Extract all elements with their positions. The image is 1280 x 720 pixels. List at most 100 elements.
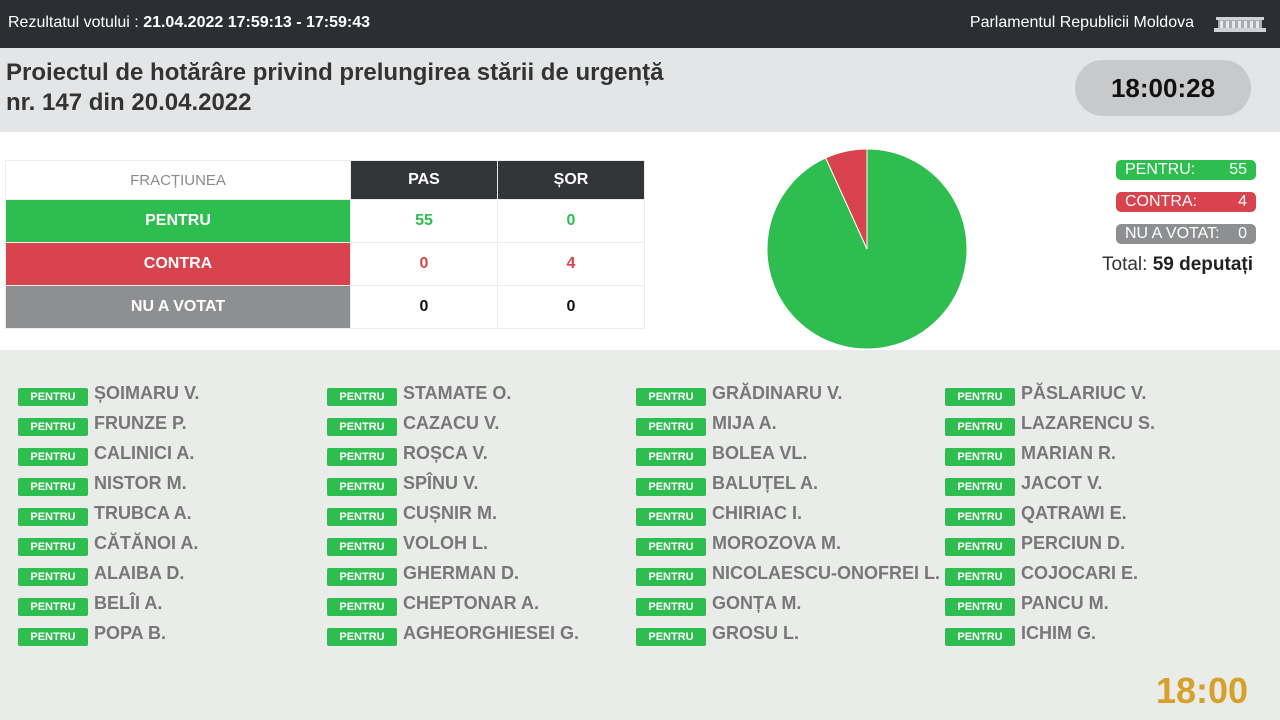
deputy-name: AGHEORGHIESEI G.	[403, 623, 580, 643]
vote-badge-pentru: PENTRU	[327, 538, 397, 556]
deputy-name: MARIAN R.	[1021, 443, 1116, 463]
pentru-sor-value: 0	[497, 199, 645, 243]
title-line-1: Proiectul de hotărâre privind prelungire…	[6, 59, 664, 86]
vote-result-header: Rezultatul votului : 21.04.2022 17:59:13…	[8, 14, 371, 31]
vote-badge-pentru: PENTRU	[18, 418, 88, 436]
table-row-pentru: PENTRU 55 0	[5, 199, 645, 243]
vote-badge-pentru: PENTRU	[327, 418, 397, 436]
deputy-name: CUȘNIR M.	[403, 503, 497, 523]
vote-badge-pentru: PENTRU	[945, 538, 1015, 556]
vote-badge-pentru: PENTRU	[636, 388, 706, 406]
deputy-name: NICOLAESCU-ONOFREI L.	[712, 563, 940, 583]
title-bar: Proiectul de hotărâre privind prelungire…	[0, 48, 1280, 132]
deputy-name: ROȘCA V.	[403, 443, 488, 463]
vote-badge-pentru: PENTRU	[636, 598, 706, 616]
vote-badge-pentru: PENTRU	[327, 568, 397, 586]
results-panel: FRACȚIUNEA PAS ȘOR PENTRU 55 0 CONTRA 0 …	[0, 132, 1280, 350]
deputy-name: PANCU M.	[1021, 593, 1109, 613]
vote-badge-pentru: PENTRU	[18, 568, 88, 586]
deputy-name: TRUBCA A.	[94, 503, 192, 523]
vote-badge-pentru: PENTRU	[327, 448, 397, 466]
vote-badge-pentru: PENTRU	[945, 478, 1015, 496]
vote-table: FRACȚIUNEA PAS ȘOR PENTRU 55 0 CONTRA 0 …	[5, 160, 645, 329]
vote-badge-pentru: PENTRU	[636, 418, 706, 436]
deputy-name: GHERMAN D.	[403, 563, 519, 583]
vote-badge-pentru: PENTRU	[945, 448, 1015, 466]
legend-nu-a-votat: NU A VOTAT: 0	[1116, 224, 1256, 244]
deputy-name: SPÎNU V.	[403, 473, 479, 493]
vote-time: 21.04.2022 17:59:13 - 17:59:43	[143, 14, 371, 31]
vote-badge-pentru: PENTRU	[18, 508, 88, 526]
vote-badge-pentru: PENTRU	[18, 388, 88, 406]
deputy-name: QATRAWI E.	[1021, 503, 1127, 523]
vote-pie-chart	[766, 148, 968, 350]
vote-badge-pentru: PENTRU	[636, 478, 706, 496]
legend-nav-value: 0	[1238, 225, 1247, 242]
fraction-header: FRACȚIUNEA	[5, 160, 351, 200]
sor-header: ȘOR	[497, 160, 645, 200]
deputy-name: CALINICI A.	[94, 443, 195, 463]
deputy-name: MOROZOVA M.	[712, 533, 841, 553]
top-bar: Rezultatul votului : 21.04.2022 17:59:13…	[0, 0, 1280, 48]
project-title: Proiectul de hotărâre privind prelungire…	[6, 58, 766, 118]
deputy-name: PĂSLARIUC V.	[1021, 383, 1147, 403]
vote-badge-pentru: PENTRU	[945, 418, 1015, 436]
vote-badge-pentru: PENTRU	[18, 448, 88, 466]
deputy-name: STAMATE O.	[403, 383, 512, 403]
vote-badge-pentru: PENTRU	[945, 598, 1015, 616]
deputy-name: GROSU L.	[712, 623, 800, 643]
pas-header: PAS	[350, 160, 498, 200]
legend-pentru-label: PENTRU:	[1125, 161, 1196, 178]
deputy-name: GONȚA M.	[712, 593, 802, 613]
vote-badge-pentru: PENTRU	[636, 568, 706, 586]
deputy-name: BOLEA VL.	[712, 443, 808, 463]
legend-contra-value: 4	[1238, 193, 1247, 210]
contra-sor-value: 4	[497, 242, 645, 286]
deputy-vote-list: PENTRU ȘOIMARU V. PENTRU FRUNZE P. PENTRU CAL…	[0, 350, 1280, 666]
deputy-name: CHEPTONAR A.	[403, 593, 540, 613]
vote-badge-pentru: PENTRU	[327, 508, 397, 526]
deputy-name: NISTOR M.	[94, 473, 187, 493]
clock: 18:00:28	[1075, 60, 1251, 116]
deputy-name: VOLOH L.	[403, 533, 488, 553]
row-label-nu-a-votat: NU A VOTAT	[5, 285, 351, 329]
deputy-name: LAZARENCU S.	[1021, 413, 1155, 433]
pie-slice-contra	[825, 148, 868, 250]
total-value: 59 deputați	[1152, 254, 1254, 275]
legend-contra-label: CONTRA:	[1125, 193, 1197, 210]
vote-badge-pentru: PENTRU	[327, 628, 397, 646]
vote-badge-pentru: PENTRU	[945, 568, 1015, 586]
nav-pas-value: 0	[350, 285, 498, 329]
parliament-logo-icon	[1214, 17, 1266, 32]
deputy-name: FRUNZE P.	[94, 413, 187, 433]
deputy-name: COJOCARI E.	[1021, 563, 1139, 583]
legend-pentru: PENTRU: 55	[1116, 160, 1256, 180]
vote-badge-pentru: PENTRU	[636, 628, 706, 646]
legend-pentru-value: 55	[1229, 161, 1247, 178]
vote-badge-pentru: PENTRU	[945, 388, 1015, 406]
vote-badge-pentru: PENTRU	[18, 628, 88, 646]
broadcast-clock: 18:00	[1156, 670, 1249, 711]
deputy-name: BALUȚEL A.	[712, 473, 818, 493]
vote-badge-pentru: PENTRU	[945, 628, 1015, 646]
deputy-name: JACOT V.	[1021, 473, 1103, 493]
pentru-pas-value: 55	[350, 199, 498, 243]
vote-badge-pentru: PENTRU	[945, 508, 1015, 526]
vote-badge-pentru: PENTRU	[327, 598, 397, 616]
row-label-contra: CONTRA	[5, 242, 351, 286]
deputy-name: CHIRIAC I.	[712, 503, 802, 523]
vote-badge-pentru: PENTRU	[18, 598, 88, 616]
table-row-nu-a-votat: NU A VOTAT 0 0	[5, 285, 645, 329]
vote-badge-pentru: PENTRU	[636, 448, 706, 466]
deputy-name: CĂTĂNOI A.	[94, 533, 199, 553]
parliament-name: Parlamentul Republicii Moldova	[969, 14, 1194, 31]
contra-pas-value: 0	[350, 242, 498, 286]
deputy-name: BELÎI A.	[94, 593, 163, 613]
deputy-name: ALAIBA D.	[94, 563, 185, 583]
nav-sor-value: 0	[497, 285, 645, 329]
table-header-row: FRACȚIUNEA PAS ȘOR	[5, 160, 645, 200]
vote-badge-pentru: PENTRU	[18, 478, 88, 496]
legend-contra: CONTRA: 4	[1116, 192, 1256, 212]
vote-badge-pentru: PENTRU	[327, 388, 397, 406]
deputy-name: GRĂDINARU V.	[712, 383, 843, 403]
